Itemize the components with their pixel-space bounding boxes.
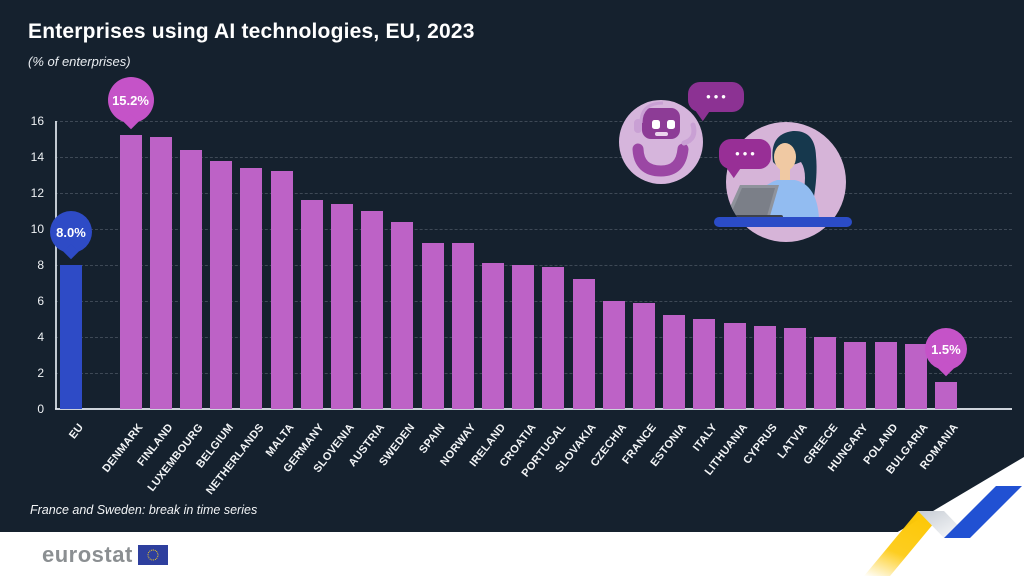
callout-value: 1.5% (931, 341, 961, 357)
bar-czechia (602, 301, 625, 409)
eurostat-logo-text: eurostat (42, 542, 133, 567)
typing-dots-icon: ••• (735, 146, 758, 161)
gridline-y14 (55, 157, 1012, 158)
bar-slovakia (572, 279, 595, 409)
y-axis-tick-label: 12 (30, 186, 44, 200)
bar-croatia (512, 265, 535, 409)
x-axis-line (55, 408, 1012, 410)
robot-speech-bubble: ••• (688, 82, 744, 122)
typing-dots-icon: ••• (706, 89, 729, 104)
page-subtitle: (% of enterprises) (28, 54, 131, 69)
bar-poland (874, 342, 897, 409)
bar-greece (814, 337, 837, 409)
robot-illustration (617, 97, 705, 190)
bar-belgium (210, 160, 233, 409)
eu-flag-icon (137, 545, 168, 565)
bar-france (632, 302, 655, 409)
footnote: France and Sweden: break in time series (30, 503, 258, 517)
callout-value: 8.0% (56, 224, 86, 240)
callout-romania: 1.5% (924, 328, 967, 377)
statistics-swoosh-icon (840, 450, 1024, 576)
callout-eu: 8.0% (50, 211, 92, 260)
gridline-y16 (55, 121, 1012, 122)
x-axis-label-netherlands: NETHERLANDS (203, 421, 267, 497)
bar-italy (693, 319, 716, 409)
bar-lithuania (723, 322, 746, 409)
x-axis-label-eu: EU (67, 421, 87, 442)
bar-malta (270, 171, 293, 409)
bar-cyprus (753, 326, 776, 409)
bar-ireland (481, 263, 504, 409)
callout-tail (63, 243, 79, 260)
y-axis-tick-label: 10 (30, 222, 44, 236)
y-axis-tick-label: 14 (30, 150, 44, 164)
bar-eu (60, 265, 82, 409)
bar-luxembourg (179, 149, 202, 409)
y-axis-tick-label: 16 (30, 114, 44, 128)
bar-portugal (542, 266, 565, 409)
y-axis-tick-label: 0 (37, 402, 44, 416)
eurostat-logo: eurostat (42, 542, 168, 568)
x-axis-label-spain: SPAIN (417, 421, 448, 456)
bar-romania (934, 382, 957, 409)
bar-bulgaria (904, 344, 927, 409)
callout-tail (122, 114, 139, 130)
x-axis-label-denmark: DENMARK (100, 421, 146, 475)
bar-denmark (119, 135, 142, 409)
callout-value: 15.2% (112, 92, 149, 108)
bar-latvia (783, 328, 806, 409)
bar-norway (451, 243, 474, 409)
bar-hungary (844, 342, 867, 409)
bar-germany (300, 200, 323, 409)
gridline-y12 (55, 193, 1012, 194)
page-title: Enterprises using AI technologies, EU, 2… (28, 20, 475, 43)
bar-spain (421, 243, 444, 409)
bar-netherlands (240, 167, 263, 409)
y-axis-tick-label: 8 (37, 258, 44, 272)
bar-sweden (391, 221, 414, 409)
y-axis-tick-label: 2 (37, 366, 44, 380)
y-axis-line (55, 121, 57, 409)
bar-finland (149, 137, 172, 409)
bar-estonia (663, 315, 686, 409)
gridline-y10 (55, 229, 1012, 230)
bar-austria (361, 211, 384, 409)
x-axis-label-italy: ITALY (690, 421, 720, 454)
woman-speech-bubble: ••• (719, 139, 771, 179)
callout-denmark: 15.2% (107, 77, 154, 130)
desk-bar (714, 217, 852, 227)
y-axis-tick-label: 4 (37, 330, 44, 344)
bar-slovenia (330, 203, 353, 409)
footer-band (0, 532, 1024, 576)
y-axis-tick-label: 6 (37, 294, 44, 308)
